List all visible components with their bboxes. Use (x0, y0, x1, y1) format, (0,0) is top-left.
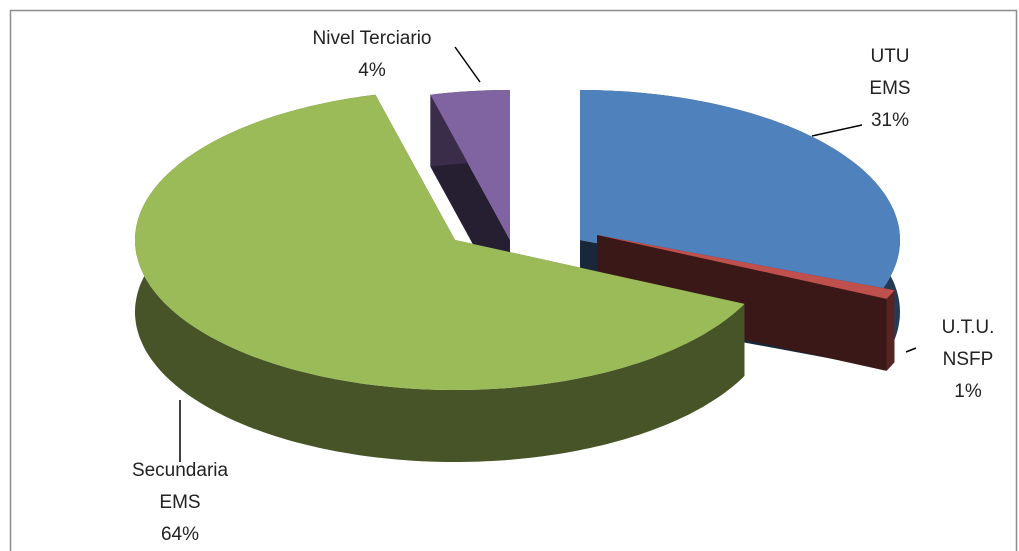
leader-line (811, 124, 863, 137)
data-label-name: U.T.U. NSFP (942, 317, 995, 370)
slice-side (135, 94, 745, 462)
slice (597, 235, 895, 299)
slice (430, 90, 510, 240)
data-label-value: 31% (871, 110, 909, 131)
slice (135, 94, 745, 390)
slice-cut-side (597, 235, 887, 371)
leader-line (905, 347, 917, 353)
leader-line (454, 46, 481, 83)
slice (580, 90, 900, 296)
data-label-name: Nivel Terciario (313, 28, 432, 49)
data-label-value: 1% (954, 381, 982, 402)
data-label-value: 4% (358, 60, 386, 81)
data-label-value: 64% (161, 524, 199, 545)
data-label-name: UTU EMS (869, 46, 910, 99)
data-label-name: Secundaria EMS (132, 460, 229, 513)
slice-side (886, 290, 895, 371)
